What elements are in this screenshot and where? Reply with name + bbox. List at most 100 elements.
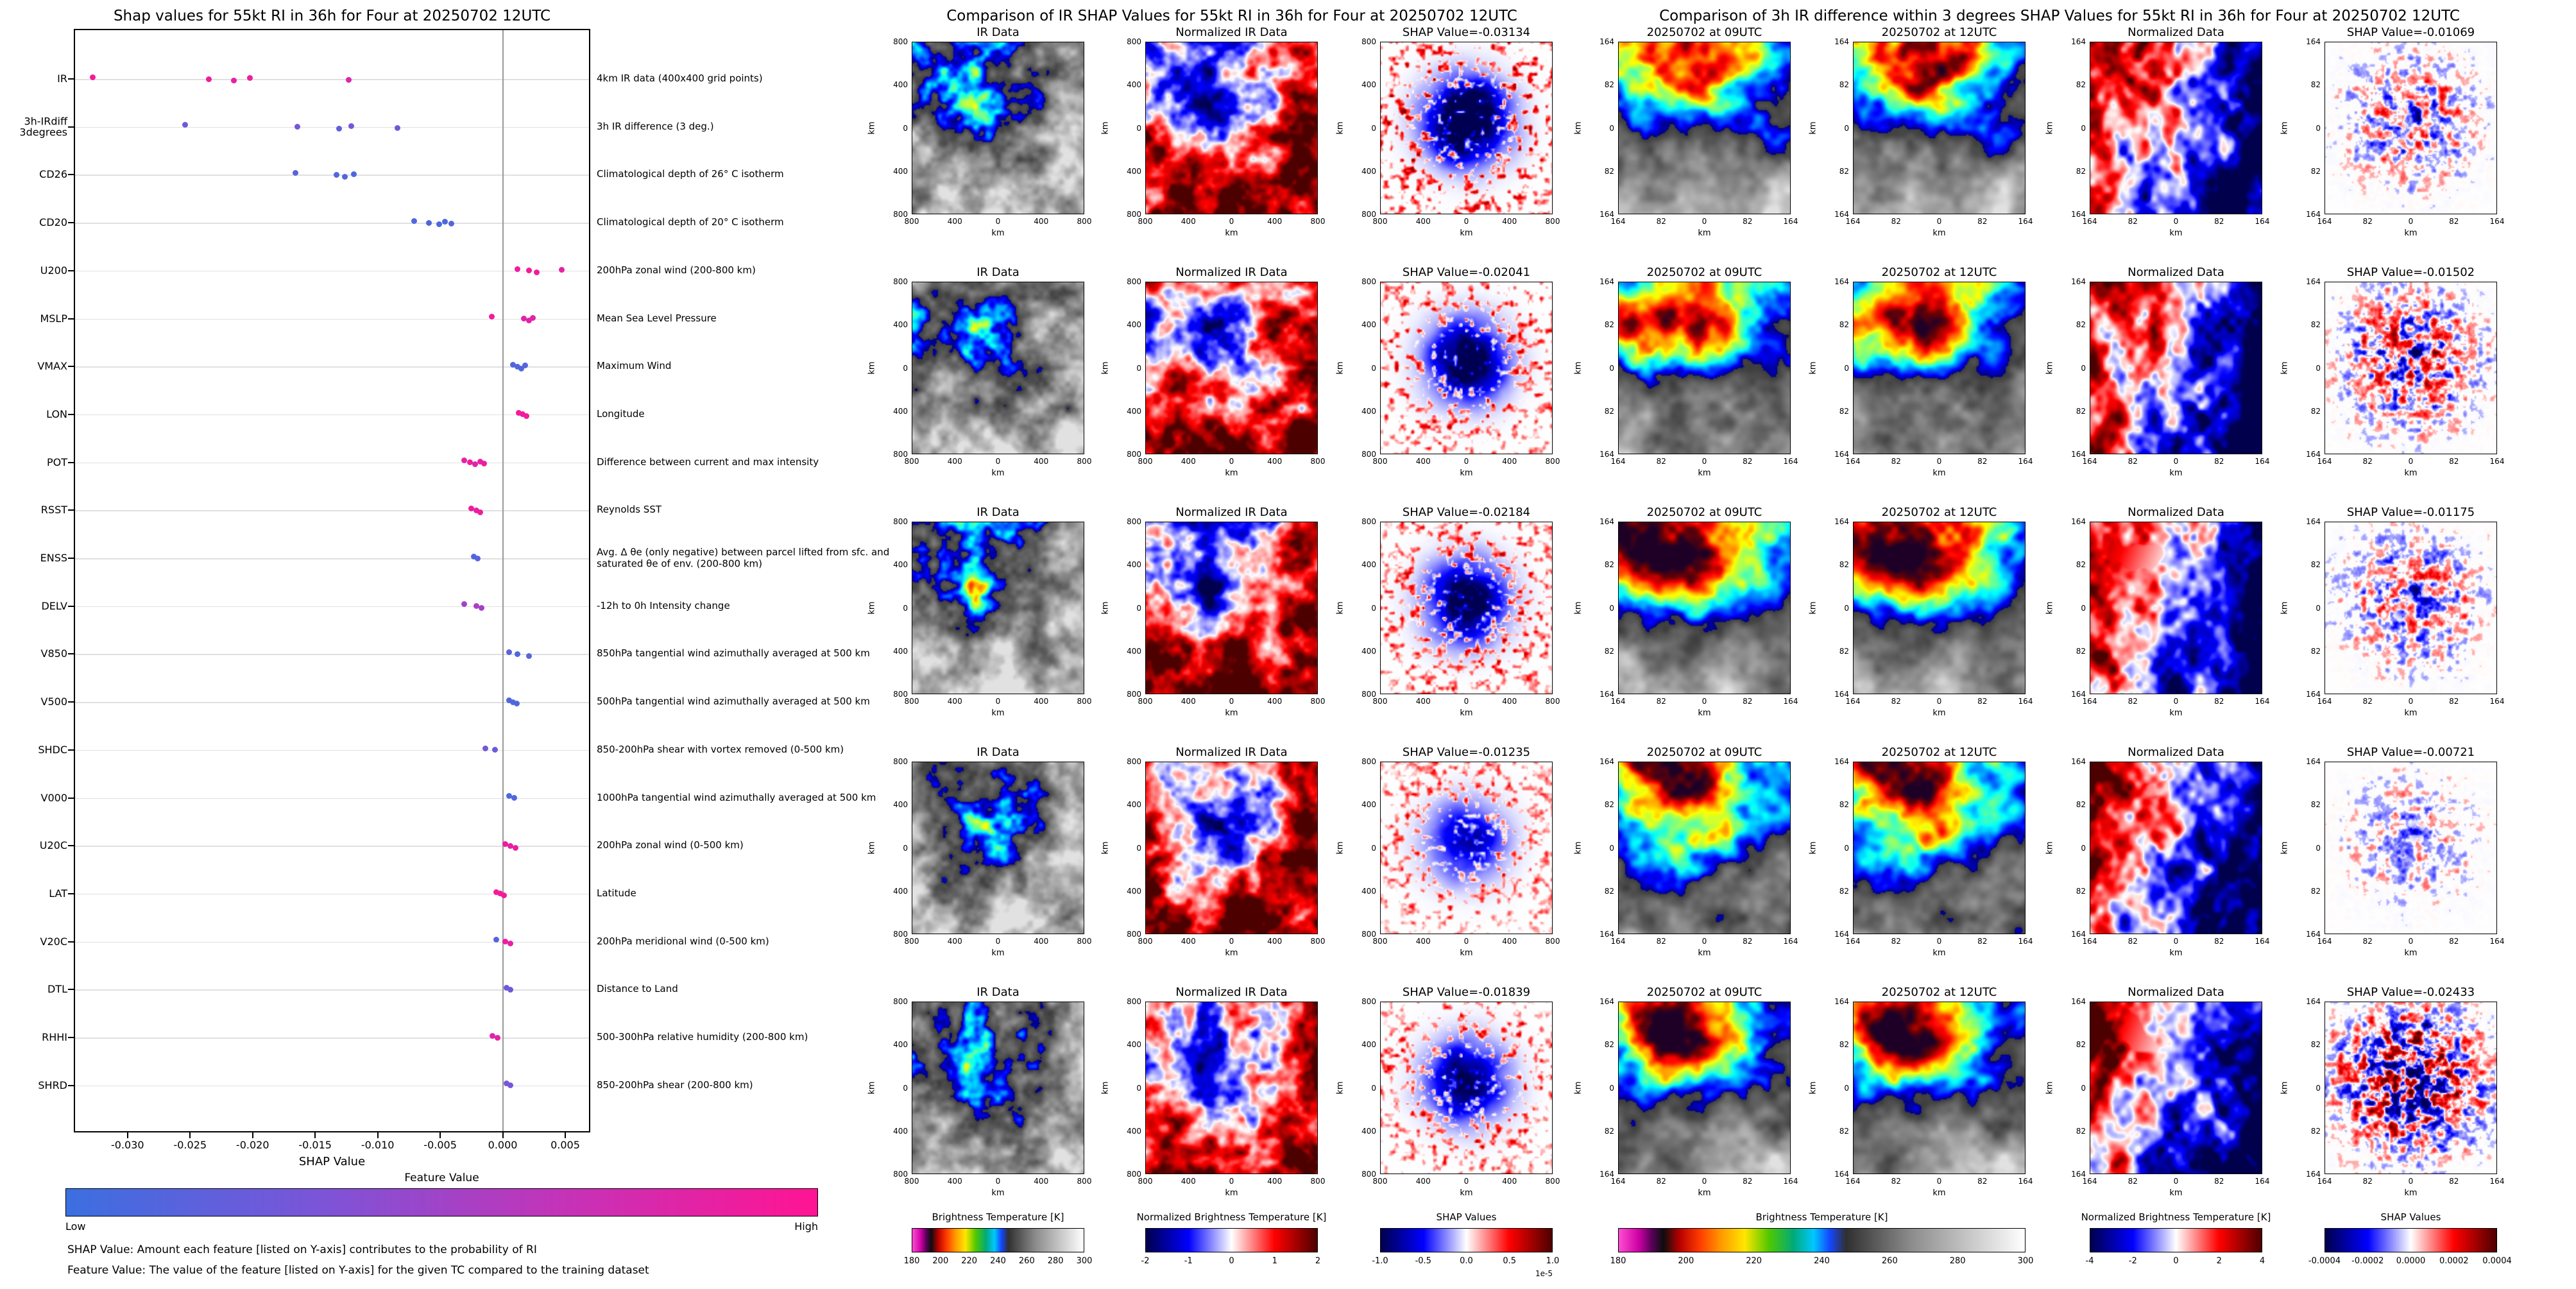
shap-dot <box>533 269 540 276</box>
colorbar-high-label: High <box>794 1220 818 1233</box>
x-tick-label: 800 <box>1545 697 1560 706</box>
shap-dot <box>468 506 475 511</box>
x-tick-label: 0 <box>2408 937 2414 946</box>
y-tick-label: 0 <box>2081 603 2086 613</box>
x-tick-label: 400 <box>947 937 962 946</box>
x-tick-label: 164 <box>1610 457 1626 466</box>
shap-dot <box>471 553 477 559</box>
x-axis-label: km <box>991 468 1005 478</box>
x-tick-label: 800 <box>1372 937 1388 946</box>
y-tick-mark <box>68 653 74 655</box>
colorbar-tick-label: 280 <box>1047 1256 1064 1266</box>
y-tick-mark <box>68 701 74 703</box>
y-tick-label: 400 <box>893 166 908 176</box>
y-tick-label: 0 <box>2081 123 2086 133</box>
x-tick-label: 82 <box>2362 697 2373 706</box>
feature-label: DELV <box>41 599 67 612</box>
x-tick-label: 400 <box>947 1177 962 1186</box>
y-tick-label: 800 <box>893 1170 908 1179</box>
x-tick-label: 0 <box>995 217 1001 226</box>
panel-title: 20250702 at 12UTC <box>1881 26 1997 39</box>
x-axis-label: km <box>2404 468 2418 478</box>
x-tick-label: 800 <box>1310 457 1326 466</box>
shap-dot <box>502 939 508 945</box>
y-tick-label: 164 <box>1834 757 1849 766</box>
y-tick-label: 800 <box>1361 1170 1376 1179</box>
shap-dot <box>294 124 301 130</box>
x-tick-label: 0 <box>1229 937 1234 946</box>
x-tick-label: 400 <box>1267 937 1283 946</box>
x-tick-label: 164 <box>2255 1177 2270 1186</box>
y-tick-label: 164 <box>1834 517 1849 526</box>
shap-dot <box>292 170 298 176</box>
x-tick-label: 0 <box>1702 1177 1707 1186</box>
x-tick-label: 164 <box>1610 217 1626 226</box>
colorbar-tick-label: 200 <box>1678 1256 1694 1266</box>
y-axis-label: km <box>1335 121 1345 135</box>
y-tick-label: 0 <box>1371 123 1376 133</box>
colorbar-label: Brightness Temperature [K] <box>1755 1211 1888 1223</box>
grid-line <box>74 654 590 655</box>
panel-image <box>1853 522 2026 694</box>
x-tick-label: 164 <box>2082 697 2097 706</box>
shap-dot <box>336 126 342 132</box>
y-tick-label: 800 <box>1127 277 1141 286</box>
y-tick-label: 0 <box>1609 843 1614 853</box>
panel-image <box>1145 1002 1318 1174</box>
y-tick-label: 82 <box>1604 80 1614 90</box>
y-tick-label: 400 <box>893 800 908 810</box>
panel-title: Normalized IR Data <box>1175 746 1288 759</box>
x-tick-label: 82 <box>2128 1177 2138 1186</box>
panel-title: SHAP Value=-0.02041 <box>1402 266 1531 279</box>
y-tick-label: 400 <box>1127 646 1141 656</box>
panel-image <box>1853 762 2026 934</box>
colorbar-tick-label: 1.0 <box>1546 1256 1560 1266</box>
x-tick-label: 800 <box>1310 217 1326 226</box>
x-tick-label: 164 <box>1845 457 1861 466</box>
colorbar-tick-label: 0.0000 <box>2396 1256 2426 1266</box>
grid-line <box>74 749 590 751</box>
y-tick-label: 82 <box>2310 560 2321 570</box>
y-tick-label: 164 <box>2071 277 2086 286</box>
x-tick-label: 400 <box>1181 937 1196 946</box>
shap-dot <box>477 509 483 515</box>
y-axis-label: km <box>1100 121 1111 135</box>
shap-dot <box>482 745 488 751</box>
shap-dot <box>515 363 521 370</box>
colorbar-tick-label: 240 <box>990 1256 1006 1266</box>
colorbar-tick-label: -4 <box>2085 1256 2094 1266</box>
shap-dot <box>525 653 532 659</box>
x-axis-label: km <box>1932 1188 1946 1198</box>
x-axis-label: km <box>991 948 1005 958</box>
feature-label: POT <box>46 456 67 468</box>
shap-dot <box>497 891 504 897</box>
x-axis-label: km <box>1698 708 1711 718</box>
shap-dot <box>506 697 512 703</box>
colorbar-tick-label: -0.0004 <box>2308 1256 2341 1266</box>
x-tick-label: 400 <box>1181 217 1196 226</box>
feature-label: ENSS <box>40 552 67 565</box>
y-tick-label: 800 <box>1361 690 1376 699</box>
feature-label: DTL <box>47 983 67 996</box>
feature-description: Reynolds SST <box>597 504 662 516</box>
y-tick-label: 800 <box>1127 517 1141 526</box>
colorbar-tick-label: 300 <box>2017 1256 2034 1266</box>
y-tick-label: 82 <box>1604 166 1614 176</box>
colorbar-tick-label: 300 <box>1076 1256 1093 1266</box>
panel-title: 20250702 at 12UTC <box>1881 746 1997 759</box>
x-tick-label: 800 <box>1372 1177 1388 1186</box>
colorbar-tick-label: -0.5 <box>1415 1256 1431 1266</box>
feature-label: RSST <box>40 504 67 516</box>
x-tick-label: 164 <box>1783 1177 1798 1186</box>
y-tick-label: 82 <box>1839 1126 1849 1136</box>
y-tick-label: 164 <box>1599 1170 1614 1179</box>
y-axis-label: km <box>2280 841 2290 855</box>
y-tick-label: 0 <box>903 1083 908 1093</box>
panel-image <box>1145 42 1318 214</box>
shap-x-axis-label: SHAP Value <box>298 1155 366 1168</box>
x-tick-label: 164 <box>2082 457 2097 466</box>
y-tick-mark <box>68 318 74 320</box>
panel-title: SHAP Value=-0.01175 <box>2346 506 2475 519</box>
x-tick-label: 82 <box>2449 457 2459 466</box>
x-tick-label: 0 <box>1463 457 1469 466</box>
